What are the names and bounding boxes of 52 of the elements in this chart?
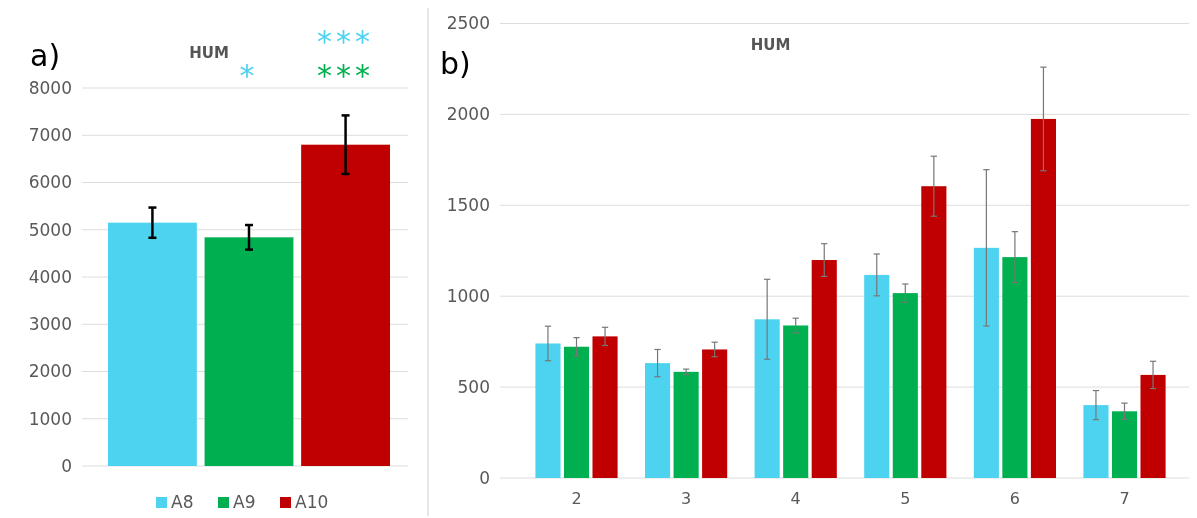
- bar: [1002, 257, 1028, 478]
- bar: [973, 247, 999, 478]
- y-tick-label: 4000: [28, 266, 72, 287]
- annotation: *: [239, 58, 259, 93]
- bar: [535, 343, 561, 478]
- y-tick-label: 3000: [28, 314, 72, 335]
- legend-label: A9: [233, 492, 256, 513]
- bar: [563, 346, 590, 478]
- y-tick-label: 500: [457, 377, 490, 398]
- y-tick-label: 2000: [446, 104, 490, 125]
- y-tick-label: 0: [479, 467, 490, 488]
- x-tick-label: 3: [681, 489, 692, 508]
- x-tick-label: 7: [1119, 489, 1130, 508]
- bar: [1111, 411, 1138, 478]
- y-tick-label: 8000: [28, 77, 72, 98]
- bar: [673, 371, 699, 478]
- bar: [864, 274, 890, 478]
- bar: [645, 363, 671, 478]
- bar: [301, 144, 390, 466]
- text: a): [30, 38, 61, 73]
- x-tick-label: 5: [900, 489, 911, 508]
- chart-title: HUM: [189, 44, 229, 62]
- bar: [1083, 405, 1109, 478]
- bar: [108, 222, 197, 466]
- y-tick-label: 2500: [446, 13, 490, 34]
- bar: [592, 336, 618, 478]
- y-tick-label: 6000: [28, 172, 72, 193]
- bar: [892, 293, 918, 478]
- legend-label: A10: [295, 492, 329, 513]
- y-tick-label: 5000: [28, 219, 72, 240]
- y-tick-label: 7000: [28, 125, 72, 146]
- legend-label: A8: [171, 492, 194, 513]
- text: ***: [317, 24, 375, 59]
- y-tick-label: 1500: [446, 195, 490, 216]
- y-tick-label: 1000: [446, 286, 490, 307]
- y-tick-label: 2000: [28, 361, 72, 382]
- bar: [204, 237, 294, 466]
- bar: [921, 186, 947, 478]
- y-tick-label: 1000: [28, 408, 72, 429]
- x-tick-label: 2: [571, 489, 582, 508]
- bar: [811, 260, 837, 478]
- text: HUM: [750, 36, 791, 54]
- text: b): [440, 46, 471, 81]
- bar: [783, 325, 809, 478]
- annotation: ***: [317, 58, 375, 93]
- bar: [754, 319, 780, 478]
- y-tick-label: 0: [61, 455, 72, 476]
- x-tick-label: 6: [1009, 489, 1020, 508]
- bar: [1140, 374, 1166, 478]
- bar: [1030, 118, 1056, 478]
- x-tick-label: 4: [790, 489, 801, 508]
- bar: [702, 349, 728, 478]
